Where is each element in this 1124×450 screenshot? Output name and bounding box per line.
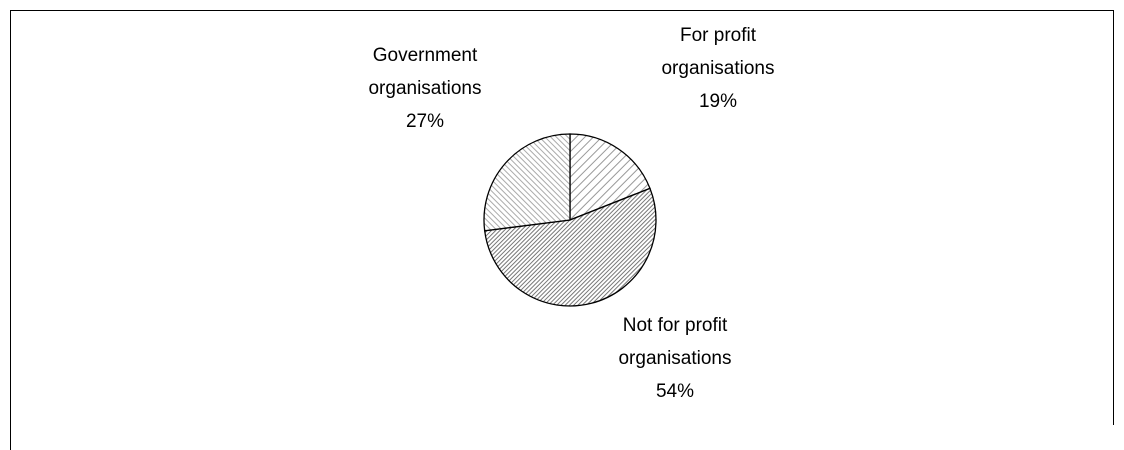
frame: [10, 10, 1114, 450]
slice-label: Government organisations 27%: [340, 39, 510, 138]
pie-slice: [483, 187, 657, 307]
slice-value: 19%: [698, 91, 738, 112]
pie-slice: [483, 133, 571, 232]
pie-slice: [569, 133, 651, 221]
slice-name: Not for profit organisations: [618, 315, 732, 369]
slice-name: Government organisations: [368, 45, 482, 99]
slice-name: For profit organisations: [661, 25, 775, 79]
slice-label: For profit organisations 19%: [633, 19, 803, 118]
slice-value: 27%: [405, 111, 445, 132]
slice-label: Not for profit organisations 54%: [590, 309, 760, 408]
slice-value: 54%: [655, 381, 695, 402]
